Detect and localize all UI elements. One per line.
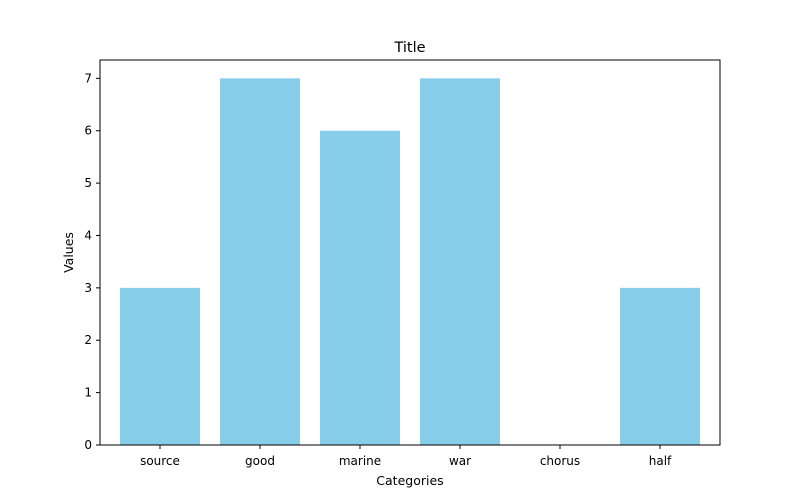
- plot-area-frame: [99, 59, 721, 446]
- y-tick-label: 3: [84, 281, 92, 295]
- y-tick-label: 6: [84, 124, 92, 138]
- bar-source: [120, 287, 200, 445]
- y-tick-label: 5: [84, 176, 92, 190]
- x-tick-label-good: good: [245, 454, 275, 468]
- y-tick-label: 0: [84, 438, 92, 452]
- x-tick-label-half: half: [649, 454, 672, 468]
- bars-group: [120, 78, 700, 445]
- x-tick-label-war: war: [449, 454, 471, 468]
- x-axis: source good marine war chorus half: [140, 445, 672, 468]
- y-tick-label: 1: [84, 386, 92, 400]
- bar-war: [420, 78, 500, 445]
- y-axis: 0 1 2 3 4 5 6 7: [84, 71, 100, 452]
- chart-title: Title: [393, 40, 425, 56]
- y-axis-label: Values: [61, 232, 76, 273]
- x-tick-label-chorus: chorus: [540, 454, 580, 468]
- bar-half: [620, 287, 700, 445]
- bar-marine: [320, 130, 400, 445]
- x-tick-label-marine: marine: [339, 454, 381, 468]
- y-tick-label: 2: [84, 333, 92, 347]
- bar-good: [220, 78, 300, 445]
- x-axis-label: Categories: [376, 473, 443, 488]
- x-tick-label-source: source: [140, 454, 180, 468]
- y-tick-label: 4: [84, 228, 92, 242]
- y-tick-label: 7: [84, 71, 92, 85]
